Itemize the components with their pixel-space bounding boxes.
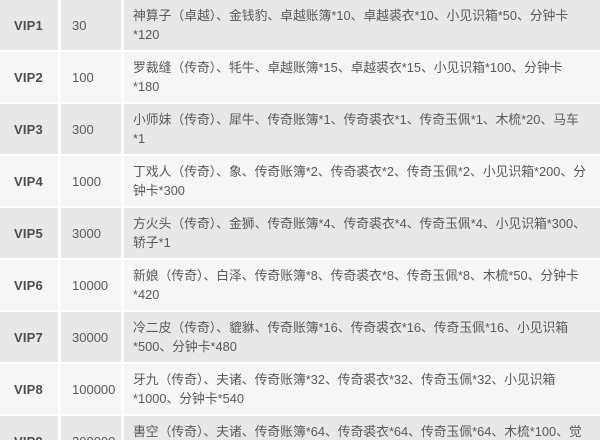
vip-level-cell: VIP6 bbox=[0, 260, 58, 310]
points-cell: 30 bbox=[61, 0, 121, 50]
vip-level-cell: VIP5 bbox=[0, 208, 58, 258]
vip-level-cell: VIP1 bbox=[0, 0, 58, 50]
vip-level-cell: VIP3 bbox=[0, 104, 58, 154]
vip-level-cell: VIP2 bbox=[0, 52, 58, 102]
rewards-cell: 神算子（卓越）、金钱豹、卓越账簿*10、卓越裘衣*10、小见识箱*50、分钟卡*… bbox=[124, 0, 600, 50]
points-cell: 100000 bbox=[61, 364, 121, 414]
points-cell: 300 bbox=[61, 104, 121, 154]
rewards-cell: 小师妹（传奇）、犀牛、传奇账簿*1、传奇裘衣*1、传奇玉佩*1、木梳*20、马车… bbox=[124, 104, 600, 154]
rewards-cell: 丁戏人（传奇）、象、传奇账簿*2、传奇裘衣*2、传奇玉佩*2、小见识箱*200、… bbox=[124, 156, 600, 206]
points-cell: 30000 bbox=[61, 312, 121, 362]
points-cell: 100 bbox=[61, 52, 121, 102]
vip-level-cell: VIP7 bbox=[0, 312, 58, 362]
rewards-cell: 冷二皮（传奇）、貔貅、传奇账簿*16、传奇裘衣*16、传奇玉佩*16、小见识箱*… bbox=[124, 312, 600, 362]
vip-level-cell: VIP9 bbox=[0, 416, 58, 440]
vip-level-cell: VIP4 bbox=[0, 156, 58, 206]
rewards-cell: 軎空（传奇）、夫诸、传奇账簿*64、传奇裘衣*64、传奇玉佩*64、木梳*100… bbox=[124, 416, 600, 440]
points-cell: 10000 bbox=[61, 260, 121, 310]
points-cell: 1000 bbox=[61, 156, 121, 206]
vip-level-cell: VIP8 bbox=[0, 364, 58, 414]
points-cell: 3000 bbox=[61, 208, 121, 258]
rewards-cell: 牙九（传奇）、夫诸、传奇账簿*32、传奇裘衣*32、传奇玉佩*32、小见识箱*1… bbox=[124, 364, 600, 414]
rewards-cell: 新娘（传奇）、白泽、传奇账簿*8、传奇裘衣*8、传奇玉佩*8、木梳*50、分钟卡… bbox=[124, 260, 600, 310]
rewards-cell: 罗裁缝（传奇）、牦牛、卓越账簿*15、卓越裘衣*15、小见识箱*100、分钟卡*… bbox=[124, 52, 600, 102]
points-cell: 200000 bbox=[61, 416, 121, 440]
rewards-cell: 方火头（传奇）、金狮、传奇账簿*4、传奇裘衣*4、传奇玉佩*4、小见识箱*300… bbox=[124, 208, 600, 258]
